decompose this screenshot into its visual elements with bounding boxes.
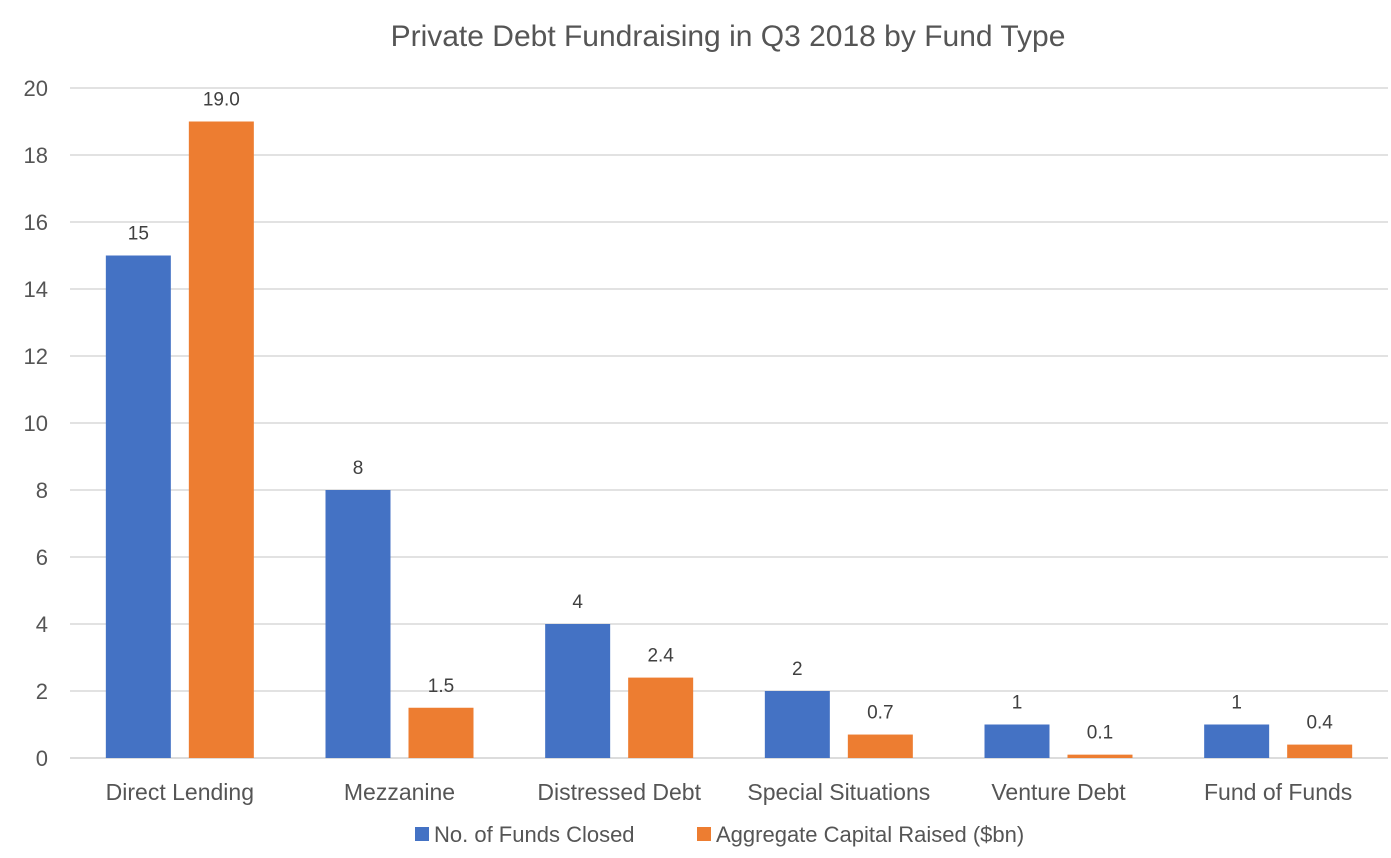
y-tick-label: 6 (36, 545, 48, 570)
bar-capital-raised (1067, 754, 1133, 758)
y-tick-label: 14 (24, 277, 48, 302)
data-label: 2 (792, 659, 803, 680)
data-label: 1 (1231, 693, 1242, 714)
y-tick-label: 4 (36, 612, 48, 637)
data-label: 0.4 (1306, 713, 1333, 734)
data-label: 2.4 (647, 646, 674, 667)
bars (105, 121, 1353, 758)
y-tick-label: 18 (24, 143, 48, 168)
data-label: 0.7 (867, 703, 893, 724)
legend-swatch (697, 827, 711, 841)
y-tick-label: 16 (24, 210, 48, 235)
data-label: 8 (353, 458, 364, 479)
x-tick-label: Mezzanine (344, 779, 455, 805)
bar-capital-raised (847, 734, 913, 758)
y-tick-label: 10 (24, 411, 48, 436)
bar-funds-closed (984, 724, 1050, 758)
data-label: 4 (572, 592, 583, 613)
y-tick-label: 2 (36, 679, 48, 704)
x-tick-label: Special Situations (747, 779, 930, 805)
bar-capital-raised (188, 121, 254, 758)
bar-funds-closed (764, 691, 830, 758)
y-tick-label: 20 (24, 76, 48, 101)
bar-funds-closed (105, 255, 171, 758)
bar-capital-raised (1287, 744, 1353, 758)
y-tick-label: 12 (24, 344, 48, 369)
legend-label: Aggregate Capital Raised ($bn) (716, 822, 1024, 847)
bar-capital-raised (408, 707, 474, 758)
x-tick-label: Fund of Funds (1204, 779, 1352, 805)
x-tick-label: Direct Lending (106, 779, 254, 805)
x-tick-label: Venture Debt (991, 779, 1126, 805)
bar-funds-closed (1204, 724, 1270, 758)
y-axis-ticks: 0 2 4 6 8 10 12 14 16 18 20 (24, 76, 48, 771)
x-tick-label: Distressed Debt (537, 779, 701, 805)
chart-title: Private Debt Fundraising in Q3 2018 by F… (391, 20, 1066, 53)
x-axis-ticks: Direct Lending Mezzanine Distressed Debt Sp… (106, 779, 1353, 805)
bar-funds-closed (545, 624, 611, 758)
gridlines (70, 87, 1388, 759)
data-labels: 15 19.0 8 1.5 4 2.4 2 0.7 1 0.1 1 0.4 (128, 90, 1334, 744)
legend-label: No. of Funds Closed (434, 822, 635, 847)
bar-funds-closed (325, 490, 391, 758)
y-tick-label: 0 (36, 746, 48, 771)
y-tick-label: 8 (36, 478, 48, 503)
legend-swatch (415, 827, 429, 841)
data-label: 15 (128, 224, 149, 245)
data-label: 1.5 (428, 676, 454, 697)
data-label: 0.1 (1087, 723, 1113, 744)
data-label: 1 (1012, 693, 1023, 714)
data-label: 19.0 (203, 90, 240, 111)
bar-capital-raised (628, 677, 694, 758)
legend: No. of Funds Closed Aggregate Capital Rai… (415, 822, 1024, 847)
